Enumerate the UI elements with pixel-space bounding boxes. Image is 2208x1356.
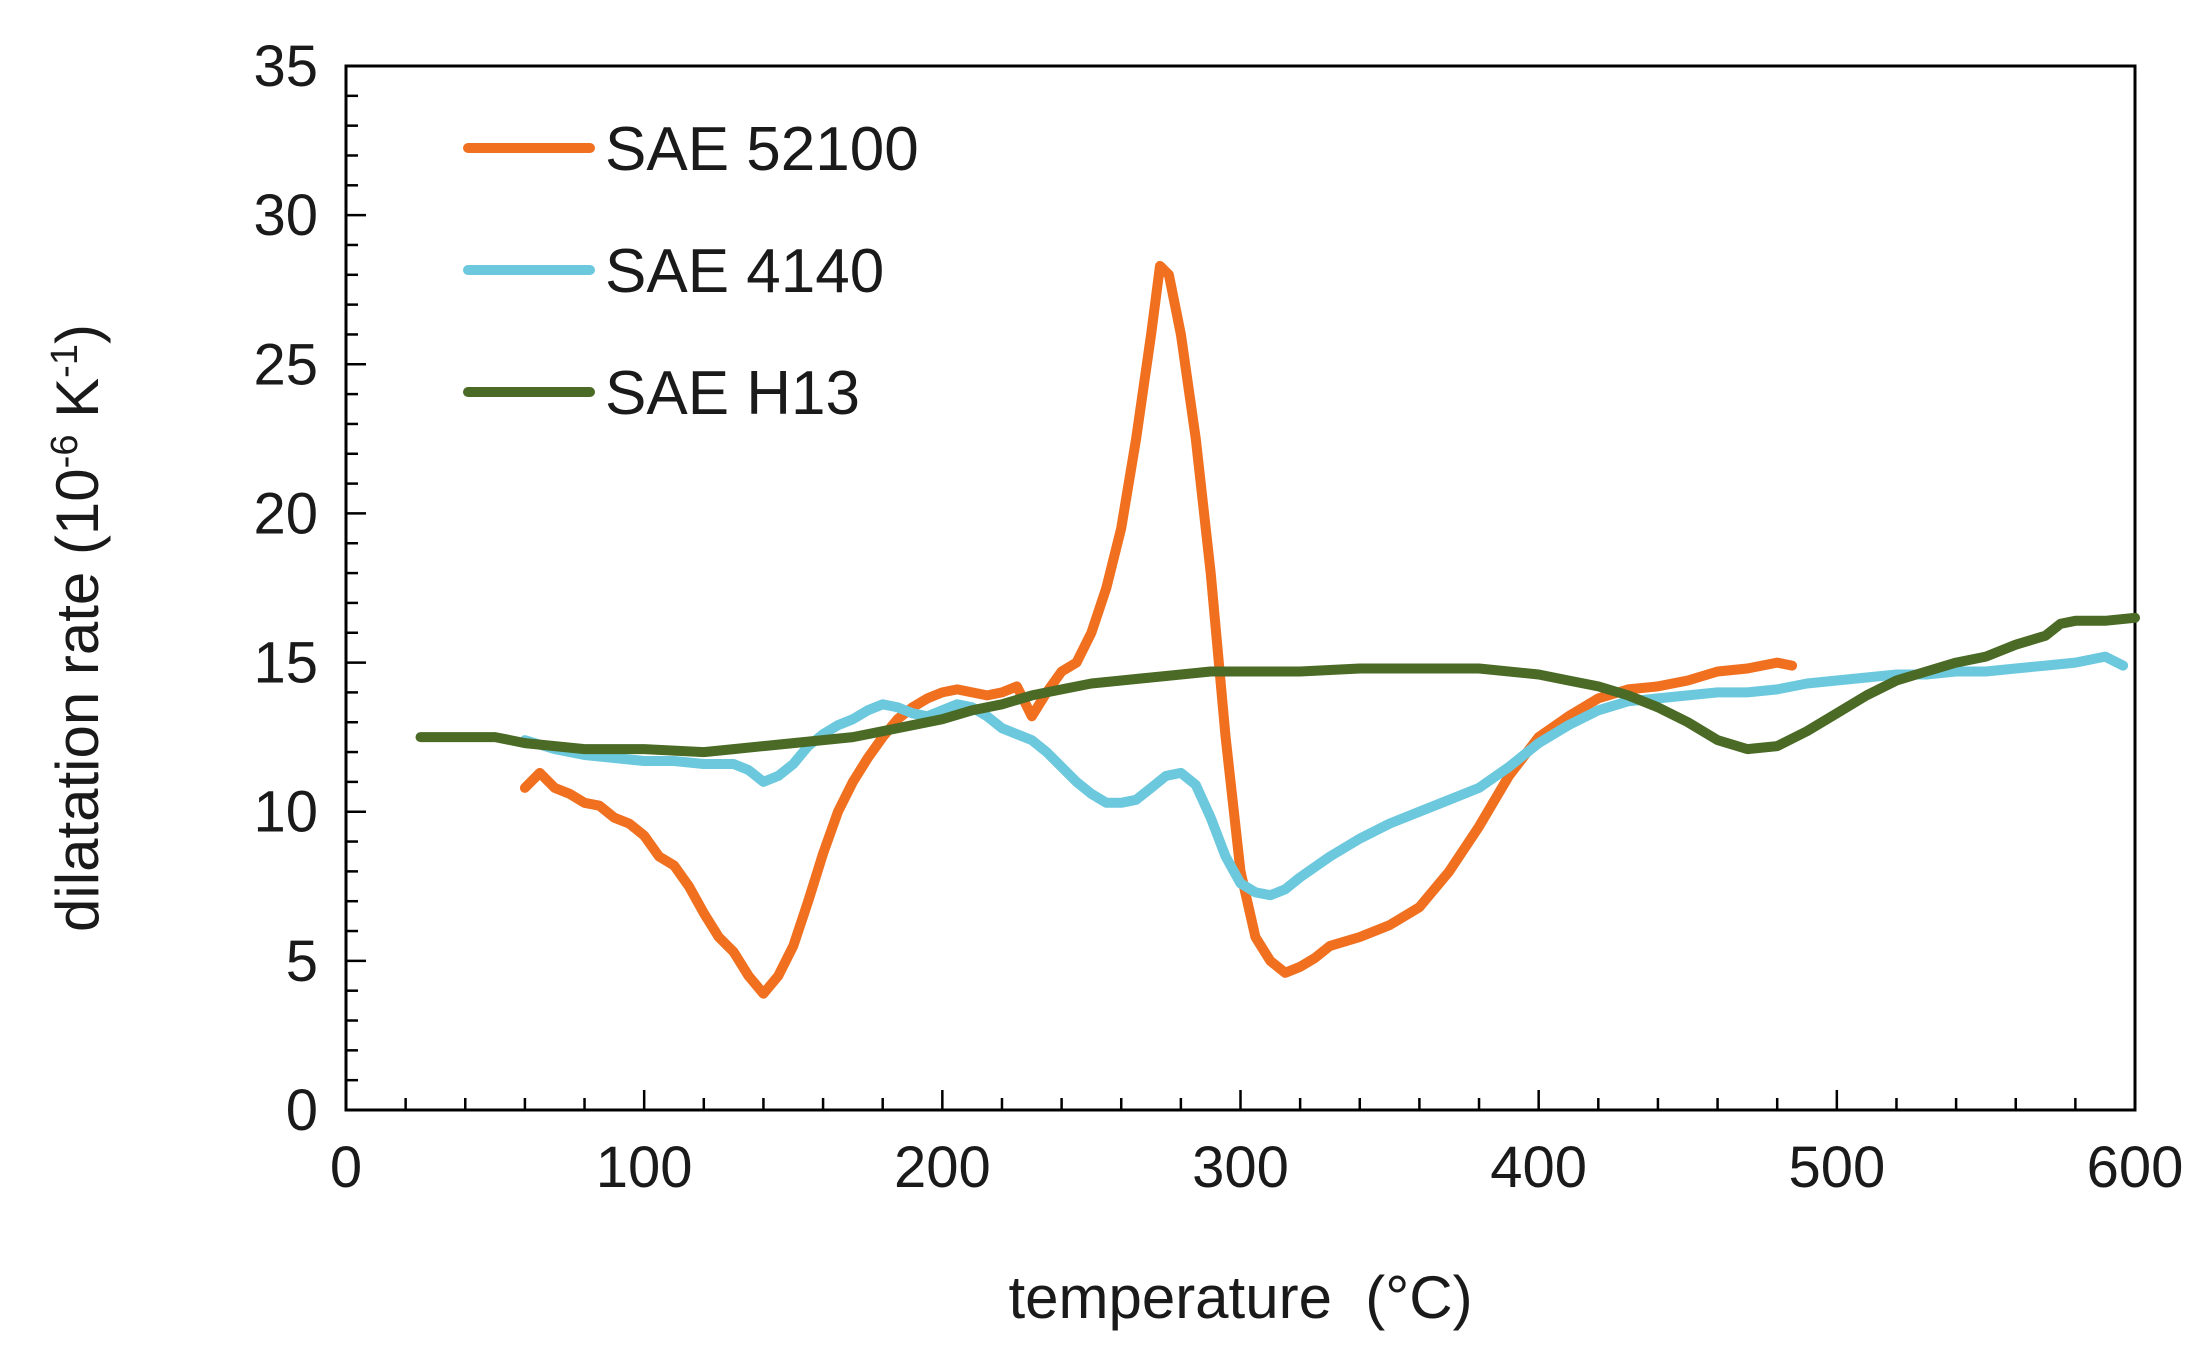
series-lines (415, 260, 2140, 999)
legend-label: SAE H13 (605, 359, 860, 428)
x-tick-label: 600 (2087, 1135, 2184, 1200)
y-tick-label: 5 (286, 929, 318, 994)
y-tick-label: 30 (253, 183, 318, 248)
y-axis-title-prefix: dilatation rate (10 (44, 468, 111, 932)
y-tick-label: 10 (253, 780, 318, 845)
series-line-3 (415, 612, 2140, 758)
x-tick-label: 0 (330, 1135, 362, 1200)
series-line-1 (519, 260, 1798, 999)
y-tick-label: 20 (253, 481, 318, 546)
x-tick-label: 300 (1192, 1135, 1289, 1200)
y-axis-title-suffix: ) (44, 324, 111, 344)
legend-label: SAE 4140 (605, 237, 884, 306)
legend: SAE 52100 SAE 4140 SAE H13 (463, 115, 919, 428)
legend-label: SAE 52100 (605, 115, 919, 184)
y-axis-title-exponent-2: -1 (44, 344, 86, 378)
y-tick-label: 35 (253, 34, 318, 99)
y-tick-label: 25 (253, 332, 318, 397)
y-tick-label: 15 (253, 631, 318, 696)
x-tick-label: 100 (596, 1135, 693, 1200)
y-axis-title-exponent-1: -6 (44, 435, 86, 469)
axis-ticks (344, 64, 2137, 1112)
x-axis-title: temperature (°C) (1008, 1264, 1472, 1331)
y-axis-title-unit: K (44, 378, 111, 435)
x-tick-label: 400 (1490, 1135, 1587, 1200)
x-tick-label: 500 (1788, 1135, 1885, 1200)
y-axis-tick-labels: 0 5 10 15 20 25 30 35 (253, 34, 318, 1143)
y-axis-title: dilatation rate (10-6 K-1) (44, 324, 111, 932)
x-axis-tick-labels: 0 100 200 300 400 500 600 (330, 1135, 2184, 1200)
x-tick-label: 200 (894, 1135, 991, 1200)
y-tick-label: 0 (286, 1078, 318, 1143)
